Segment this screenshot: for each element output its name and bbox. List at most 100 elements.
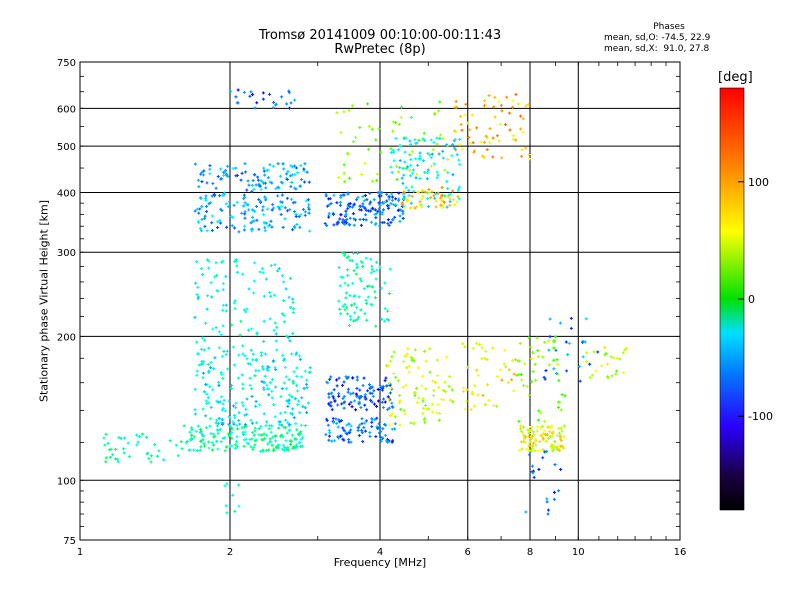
data-point (200, 217, 204, 221)
data-point (382, 397, 386, 401)
data-point (466, 121, 470, 125)
data-point (526, 103, 530, 107)
data-point (414, 205, 418, 209)
data-point (491, 346, 495, 350)
data-point (337, 176, 341, 180)
data-point (281, 435, 285, 439)
data-point (468, 141, 472, 145)
data-point (327, 392, 331, 396)
data-point (349, 440, 353, 444)
data-point (353, 318, 357, 322)
data-point (423, 139, 427, 143)
data-point (195, 260, 199, 264)
data-point (335, 222, 339, 226)
data-point (383, 379, 387, 383)
data-point (443, 380, 447, 384)
data-point (361, 202, 365, 206)
data-point (437, 152, 441, 156)
data-point (229, 214, 233, 218)
data-point (521, 433, 525, 437)
data-point (353, 399, 357, 403)
data-point (344, 209, 348, 213)
data-point (333, 399, 337, 403)
data-point (370, 417, 374, 421)
data-point (270, 443, 274, 447)
data-point (503, 348, 507, 352)
data-point (374, 260, 378, 264)
data-point (370, 303, 374, 307)
data-point (221, 376, 225, 380)
data-point (434, 199, 438, 203)
data-point (401, 209, 405, 213)
data-point (262, 166, 266, 170)
data-point (384, 433, 388, 437)
data-point (288, 428, 292, 432)
data-point (300, 405, 304, 409)
data-point (195, 352, 199, 356)
data-point (280, 193, 284, 197)
data-point (542, 375, 546, 379)
data-point (386, 218, 390, 222)
data-point (480, 357, 484, 361)
data-point (527, 448, 531, 452)
data-point (347, 437, 351, 441)
data-point (240, 373, 244, 377)
data-point (343, 281, 347, 285)
data-point (409, 142, 413, 146)
data-point (342, 380, 346, 384)
data-point (335, 111, 339, 115)
data-point (201, 376, 205, 380)
data-point (520, 430, 524, 434)
data-point (268, 290, 272, 294)
data-point (288, 106, 292, 110)
data-point (275, 348, 279, 352)
data-point (276, 205, 280, 209)
data-point (390, 355, 394, 359)
data-point (369, 271, 373, 275)
data-point (463, 345, 467, 349)
data-point (348, 294, 352, 298)
data-point (274, 339, 278, 343)
data-point (249, 90, 253, 94)
x-axis-label: Frequency [MHz] (333, 556, 427, 569)
data-point (456, 194, 460, 198)
chart-subtitle: RwPretec (8p) (334, 42, 426, 57)
data-point (207, 266, 211, 270)
data-point (232, 203, 236, 207)
data-point (351, 281, 355, 285)
data-point (233, 259, 237, 263)
data-point (453, 137, 457, 141)
data-point (243, 354, 247, 358)
data-point (401, 192, 405, 196)
data-point (495, 134, 499, 138)
data-point (226, 164, 230, 168)
data-point (374, 435, 378, 439)
data-point (562, 446, 566, 450)
data-point (475, 126, 479, 130)
data-point (262, 339, 266, 343)
data-point (200, 347, 204, 351)
data-point (436, 191, 440, 195)
data-point (531, 369, 535, 373)
data-point (197, 211, 201, 215)
data-point (548, 335, 552, 339)
data-point (267, 393, 271, 397)
data-point (559, 467, 563, 471)
data-point (327, 395, 331, 399)
data-point (200, 180, 204, 184)
data-point (551, 430, 555, 434)
data-point (418, 202, 422, 206)
data-point (369, 398, 373, 402)
data-point (515, 373, 519, 377)
data-point (210, 228, 214, 232)
data-point (519, 114, 523, 118)
chart-title: Tromsø 20141009 00:10:00-00:11:43 (258, 28, 502, 43)
data-point (455, 200, 459, 204)
data-point (257, 403, 261, 407)
data-point (268, 180, 272, 184)
data-point (249, 348, 253, 352)
data-point (376, 399, 380, 403)
data-point (498, 368, 502, 372)
data-point (307, 203, 311, 207)
data-point (228, 424, 232, 428)
